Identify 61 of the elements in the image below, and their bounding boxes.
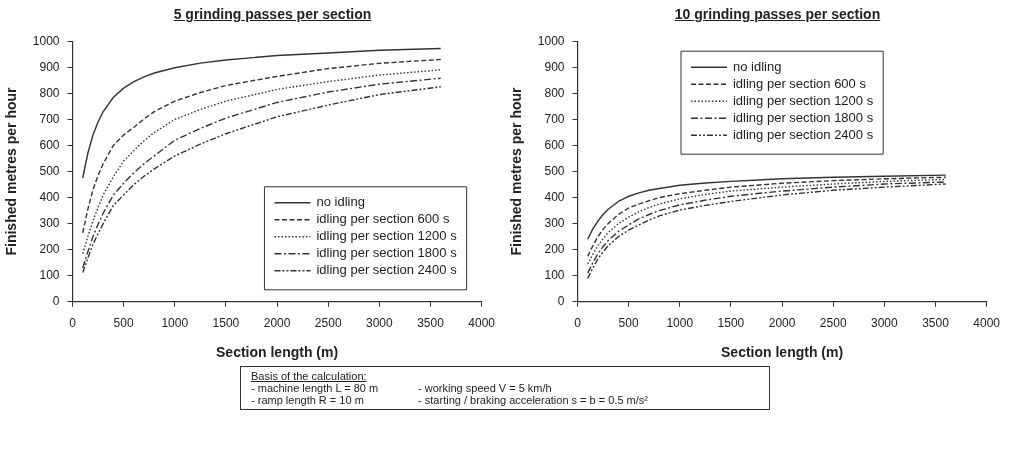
y-tick-label: 0 — [557, 294, 565, 309]
x-tick-label: 3500 — [417, 316, 445, 331]
x-tick-label: 2000 — [768, 316, 796, 331]
y-tick-label: 200 — [39, 241, 60, 256]
y-tick-label: 800 — [39, 85, 60, 100]
legend-label: idling per section 1800 s — [732, 109, 874, 125]
x-tick-label: 1000 — [666, 316, 694, 331]
y-tick-label: 300 — [39, 215, 60, 230]
legend-label: idling per section 600 s — [316, 211, 450, 227]
y-tick-label: 0 — [52, 294, 60, 309]
text: - working speed V = 5 km/h — [418, 382, 553, 394]
y-tick-label: 100 — [39, 268, 60, 283]
x-axis-title: Section length (m) — [721, 344, 844, 361]
y-tick-label: 100 — [544, 268, 565, 283]
y-tick-label: 200 — [544, 241, 565, 256]
y-tick-label: 400 — [39, 189, 60, 204]
legend-label: no idling — [316, 194, 365, 210]
x-tick-label: 1500 — [717, 316, 745, 331]
text: Basis of the calculation: — [251, 370, 368, 382]
y-tick-label: 600 — [39, 137, 60, 152]
y-axis-title: Finished metres per hour — [3, 86, 20, 256]
y-tick-label: 400 — [544, 189, 565, 204]
x-tick-label: 1000 — [161, 316, 189, 331]
legend-label: idling per section 1800 s — [316, 245, 458, 261]
legend-label: idling per section 1200 s — [732, 92, 874, 108]
x-tick-label: 500 — [113, 316, 134, 331]
x-tick-label: 2500 — [819, 316, 847, 331]
text: - starting / braking acceleration s = b = 0.5 m/s² — [418, 394, 648, 406]
y-tick-label: 1000 — [32, 33, 60, 48]
text: - ramp length R = 10 m — [251, 394, 365, 406]
y-tick-label: 500 — [544, 163, 565, 178]
y-tick-label: 800 — [544, 85, 565, 100]
y-tick-label: 600 — [544, 137, 565, 152]
y-tick-label: 900 — [544, 59, 565, 74]
legend-label: idling per section 2400 s — [732, 126, 874, 142]
y-tick-label: 500 — [39, 163, 60, 178]
x-tick-label: 3000 — [871, 316, 899, 331]
y-tick-label: 700 — [39, 111, 60, 126]
y-tick-label: 1000 — [537, 33, 565, 48]
y-axis-title: Finished metres per hour — [508, 86, 525, 256]
text: - machine length L = 80 m — [251, 382, 379, 394]
legend-label: idling per section 2400 s — [316, 262, 458, 278]
chart-title: 10 grinding passes per section — [673, 5, 882, 24]
x-tick-label: 500 — [618, 316, 639, 331]
y-tick-label: 900 — [39, 59, 60, 74]
x-tick-label: 0 — [574, 316, 582, 331]
x-tick-label: 2000 — [263, 316, 291, 331]
legend-label: idling per section 1200 s — [316, 228, 458, 244]
x-tick-label: 0 — [69, 316, 77, 331]
legend-label: no idling — [732, 58, 782, 74]
chart-title: 5 grinding passes per section — [172, 5, 373, 24]
y-tick-label: 700 — [544, 111, 565, 126]
x-axis-title: Section length (m) — [216, 344, 339, 361]
y-tick-label: 300 — [544, 215, 565, 230]
legend-label: idling per section 600 s — [732, 75, 867, 91]
x-tick-label: 4000 — [468, 316, 496, 331]
x-tick-label: 3000 — [366, 316, 394, 331]
x-tick-label: 1500 — [212, 316, 240, 331]
x-tick-label: 2500 — [314, 316, 342, 331]
x-tick-label: 4000 — [973, 316, 1001, 331]
x-tick-label: 3500 — [922, 316, 950, 331]
